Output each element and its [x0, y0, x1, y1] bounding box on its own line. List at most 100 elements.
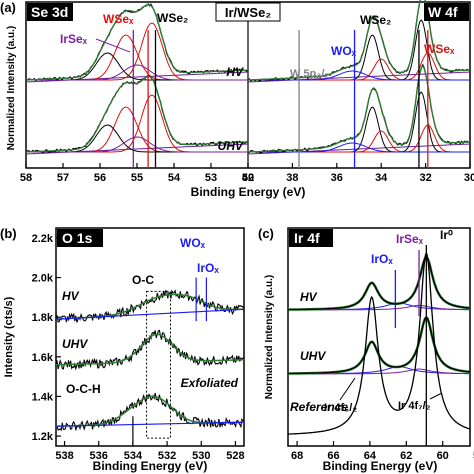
panel-b-xtick-label-1: 536 [90, 450, 108, 462]
panel-b: O 1s (b) O-C WOₓ IrOₓ O-C-H HV UHV Exfol… [0, 226, 245, 473]
panel-c-label-hv: HV [300, 290, 318, 304]
panel-a-w4f-xtick-label-0: 40 [242, 172, 254, 184]
annot-c-ir4f72: Ir 4f₇/₂ [398, 400, 431, 412]
panel-b-ytick-label-5: 2.2k [32, 233, 54, 245]
panel-c-xtick-label-3: 62 [400, 450, 412, 462]
panel-a-se3d-xtick-label-1: 57 [57, 172, 69, 184]
panel-a-w4f-uhv-fit [247, 65, 471, 153]
panel-b-curves [55, 277, 245, 446]
panel-a-w4f-xtick-label-4: 32 [419, 172, 431, 184]
panel-b-title-box [57, 229, 103, 247]
panel-c-data-0 [288, 256, 470, 311]
panel-b-label-hv: HV [62, 289, 80, 303]
panel-a-se3d-uhv-component-3 [26, 136, 248, 153]
panel-a-w4f-uhv-component-1 [248, 91, 470, 153]
panel-a-w4f-ticks: 40 38 36 34 32 30 [242, 163, 474, 184]
panel-b-label-uhv: UHV [62, 337, 88, 351]
panel-c-data-2 [288, 251, 471, 435]
panel-b-xtick-label-0: 538 [55, 450, 73, 462]
annot-a-irsex: IrSeₓ [60, 32, 88, 46]
panel-c-curves [287, 245, 471, 446]
panel-a-se3d-uhv-data [25, 74, 249, 154]
panel-c: Ir 4f (c) IrSeₓ IrOₓ Ir⁰ Ir 4f₅/₂ Ir 4f₇… [258, 226, 474, 473]
panel-b-ytick-label-2: 1.6k [32, 352, 54, 364]
panel-c-xtick-label-1: 66 [327, 450, 339, 462]
panel-c-ylabel: Normalized Intensity (a.u.) [264, 275, 275, 399]
annot-c-ir0: Ir⁰ [440, 228, 453, 242]
panel-a: Se 3d W 4f Ir/WSe₂ (a) WSeₓ IrSeₓ WSe₂ W… [0, 0, 474, 199]
panel-b-xtick-label-2: 534 [124, 450, 143, 462]
panel-b-background-0 [55, 308, 245, 320]
panel-c-title-box [289, 229, 333, 247]
panel-b-xtick-label-4: 530 [192, 450, 210, 462]
annot-a-wox: WOₓ [331, 44, 357, 58]
annot-a-wsex-left: WSeₓ [103, 12, 134, 26]
panel-a-se3d-xtick-label-0: 58 [20, 172, 32, 184]
annot-b-oc: O-C [132, 273, 154, 287]
panel-b-fit-2 [56, 395, 244, 427]
panel-a-se3d-ticks: 58 57 56 55 54 53 52 [20, 163, 254, 184]
panel-b-fit-1 [56, 333, 244, 366]
panel-b-ylabel: Intensity (cts/s) [3, 296, 15, 377]
annot-c-irox: IrOₓ [371, 252, 393, 266]
panel-b-title: O 1s [62, 230, 93, 246]
panel-a-se3d-title-box [27, 3, 73, 21]
panel-a-w4f-title: W 4f [428, 4, 458, 20]
panel-a-center-title: Ir/WSe₂ [225, 5, 271, 20]
panel-c-arrow-4f52 [339, 377, 356, 401]
panel-b-xtick-label-3: 532 [158, 450, 176, 462]
annot-b-wox: WOₓ [180, 236, 206, 250]
panel-a-se3d-xtick-label-5: 53 [205, 172, 217, 184]
panel-a-label-uhv: UHV [218, 139, 244, 153]
annot-b-irox: IrOₓ [197, 261, 219, 275]
panel-a-w4f-hv-component-4 [248, 70, 470, 81]
panel-a-w4f-xtick-label-5: 30 [464, 172, 474, 184]
annot-a-wse2-left: WSe₂ [157, 11, 188, 25]
panel-b-xtick-label-5: 528 [226, 450, 244, 462]
annot-a-w5p: W 5p₃/₂ [290, 68, 329, 80]
panel-a-se3d-curves [25, 2, 249, 168]
panel-a-se3d-xtick-label-4: 54 [168, 172, 181, 184]
annot-b-och: O-C-H [66, 382, 101, 396]
panel-a-se3d-hv-component-2 [26, 52, 248, 81]
panel-c-xtick-label-0: 68 [291, 450, 303, 462]
panel-a-w4f-xtick-label-1: 38 [286, 172, 298, 184]
panel-b-ytick-label-3: 1.8k [32, 312, 54, 324]
annot-a-irsex-pointer [95, 38, 131, 53]
panel-c-title: Ir 4f [294, 230, 320, 246]
panel-c-xtick-label-5: 58 [473, 450, 474, 462]
panel-c-label-uhv: UHV [300, 349, 326, 363]
panel-a-se3d-xtick-label-3: 55 [131, 172, 143, 184]
panel-c-arrow-4f72 [429, 392, 443, 400]
panel-a-center-title-box [215, 2, 281, 22]
panel-a-se3d-title: Se 3d [31, 4, 68, 20]
panel-b-frame [55, 227, 245, 447]
panel-a-w4f-hv-fit [247, 0, 471, 81]
panel-a-w4f-uhv-component-4 [248, 142, 470, 153]
annot-c-ir4f52: Ir 4f₅/₂ [324, 402, 357, 414]
annot-c-irsex: IrSeₓ [396, 232, 424, 246]
panel-a-label: (a) [0, 0, 16, 15]
panel-c-frame [287, 227, 471, 447]
panel-b-label-exfoliated: Exfoliated [181, 376, 239, 390]
panel-a-w4f-xtick-label-3: 34 [375, 172, 388, 184]
panel-b-ytick-label-0: 1.2k [32, 431, 54, 443]
panel-b-fit-0 [55, 293, 244, 320]
panel-b-data-2 [55, 392, 245, 432]
panel-b-background-2 [55, 421, 245, 427]
annot-a-wsex-right: WSeₓ [424, 42, 455, 56]
panel-a-w4f-title-box [424, 3, 469, 21]
panel-b-ytick-label-1: 1.4k [32, 391, 54, 403]
panel-a-se3d-hv-component-3 [26, 64, 248, 81]
panel-b-xlabel: Binding Energy (eV) [93, 459, 208, 473]
panel-b-ytick-label-4: 2.0k [32, 273, 54, 285]
panel-c-xtick-label-4: 60 [437, 450, 449, 462]
panel-c-xlabel: Binding Energy (eV) [323, 459, 438, 473]
panel-b-data-0 [55, 289, 245, 323]
panel-a-se3d-xtick-label-2: 56 [94, 172, 106, 184]
panel-c-label: (c) [258, 226, 274, 241]
panel-c-data-1 [288, 316, 471, 375]
annot-a-wse2-right: WSe₂ [360, 13, 391, 27]
panel-a-w4f-curves [247, 0, 471, 168]
